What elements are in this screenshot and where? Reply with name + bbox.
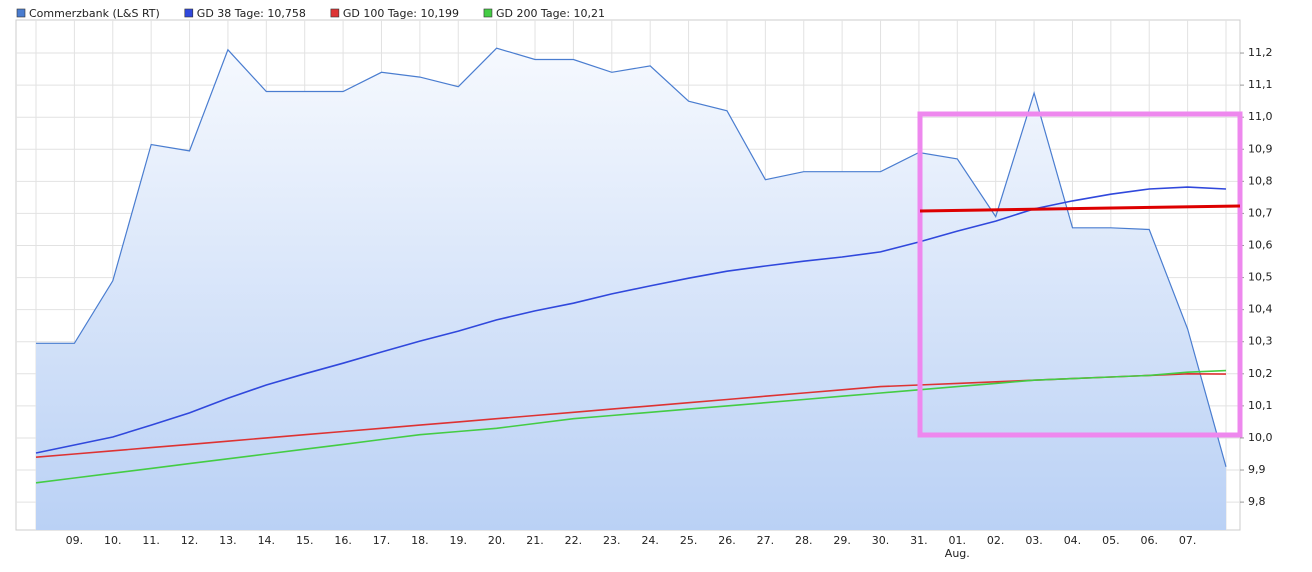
x-tick-label: 13. <box>219 534 237 547</box>
y-tick-label: 10,2 <box>1248 367 1273 380</box>
legend-swatch <box>184 8 194 18</box>
x-tick-label: 30. <box>872 534 890 547</box>
labels: 9,8 9,9 10,0 10,1 10,2 10,3 10,4 10,5 10,6 10,7 10… <box>66 46 1273 560</box>
x-tick-label: 14. <box>258 534 276 547</box>
x-tick-label: 04. <box>1064 534 1082 547</box>
x-tick-label: 20. <box>488 534 506 547</box>
x-tick-label: 23. <box>603 534 621 547</box>
legend-swatch <box>330 8 340 18</box>
y-tick-label: 10,1 <box>1248 399 1273 412</box>
x-tick-label: 21. <box>526 534 544 547</box>
y-tick-label: 10,6 <box>1248 238 1273 251</box>
y-tick-label: 11,1 <box>1248 78 1273 91</box>
x-tick-label: 19. <box>450 534 468 547</box>
legend-label: GD 200 Tage: 10,21 <box>496 7 605 20</box>
y-tick-label: 9,9 <box>1248 463 1266 476</box>
x-tick-label: 26. <box>718 534 736 547</box>
x-tick-label: 05. <box>1102 534 1120 547</box>
y-tick-label: 10,0 <box>1248 431 1273 444</box>
highlight-box <box>917 111 1243 438</box>
x-tick-label: 24. <box>641 534 659 547</box>
drawn-line <box>919 204 1241 213</box>
line <box>35 186 1227 454</box>
x-tick-label: 11. <box>142 534 160 547</box>
y-tick-label: 10,7 <box>1248 206 1273 219</box>
x-tick-label: 02. <box>987 534 1005 547</box>
y-tick-label: 11,2 <box>1248 46 1273 59</box>
x-tick-label: 16. <box>334 534 352 547</box>
legend-label: GD 100 Tage: 10,199 <box>343 7 459 20</box>
x-tick-label: 25. <box>680 534 698 547</box>
x-tick-label: 12. <box>181 534 199 547</box>
x-tick-label: 31. <box>910 534 928 547</box>
x-tick-label: 07. <box>1179 534 1197 547</box>
x-tick-label: 27. <box>757 534 775 547</box>
x-tick-label: 01. <box>949 534 967 547</box>
line <box>35 369 1227 484</box>
x-tick-label: 18. <box>411 534 429 547</box>
y-tick-label: 10,8 <box>1248 174 1273 187</box>
annotation: Aug. <box>945 547 970 560</box>
x-tick-label: 06. <box>1140 534 1158 547</box>
legend-swatch <box>483 8 493 18</box>
y-tick-label: 10,9 <box>1248 142 1273 155</box>
y-tick-label: 10,5 <box>1248 271 1273 284</box>
legend-label: GD 38 Tage: 10,758 <box>197 7 306 20</box>
x-tick-label: 29. <box>833 534 851 547</box>
x-tick-label: 17. <box>373 534 391 547</box>
y-tick-label: 10,4 <box>1248 303 1273 316</box>
y-tick-label: 10,3 <box>1248 335 1273 348</box>
x-tick-label: 10. <box>104 534 122 547</box>
legend: Commerzbank (L&S RT) GD 38 Tage: 10,758 GD… <box>16 7 605 20</box>
legend-swatch <box>16 8 26 18</box>
x-tick-label: 03. <box>1025 534 1043 547</box>
legend-label: Commerzbank (L&S RT) <box>29 7 160 20</box>
y-tick-label: 11,0 <box>1248 110 1273 123</box>
y-tick-label: 9,8 <box>1248 495 1266 508</box>
x-tick-label: 22. <box>565 534 583 547</box>
x-tick-label: 15. <box>296 534 314 547</box>
x-tick-label: 09. <box>66 534 84 547</box>
x-tick-label: 28. <box>795 534 813 547</box>
